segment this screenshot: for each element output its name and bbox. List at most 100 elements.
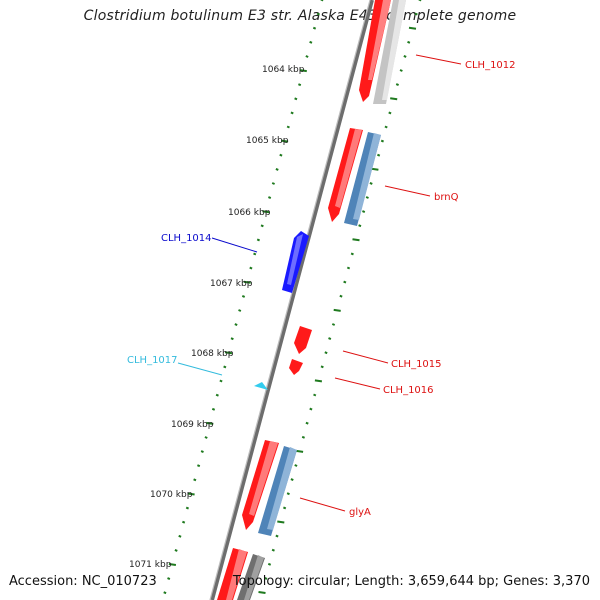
gene-label-brnq[interactable]: brnQ — [434, 192, 459, 203]
minor-tick — [230, 337, 234, 341]
gene-labels: CLH_1012 brnQ CLH_1014 CLH_1015 CLH_1017… — [127, 60, 516, 518]
gene-label-clh-1017[interactable]: CLH_1017 — [127, 355, 178, 366]
major-tick — [352, 238, 360, 242]
major-tick — [224, 351, 233, 355]
minor-tick — [320, 0, 324, 2]
minor-tick — [313, 393, 317, 397]
minor-tick — [316, 12, 320, 16]
minor-tick — [320, 365, 324, 369]
kbp-label: 1065 kbp — [246, 136, 289, 146]
minor-tick — [275, 534, 279, 538]
gene-label-clh-1014[interactable]: CLH_1014 — [161, 233, 212, 244]
minor-tick — [309, 407, 313, 411]
minor-tick — [290, 478, 294, 482]
gene-label-clh-1012[interactable]: CLH_1012 — [465, 60, 516, 71]
minor-tick — [301, 435, 305, 439]
major-tick — [277, 520, 285, 524]
gene-pseudo-bar-highlight — [382, 0, 406, 100]
minor-tick — [362, 210, 366, 214]
minor-tick — [309, 40, 313, 44]
minor-tick — [178, 534, 182, 538]
minor-tick — [418, 0, 422, 2]
minor-tick — [264, 576, 268, 580]
major-tick — [314, 379, 323, 383]
minor-tick — [399, 69, 403, 72]
rna-feature[interactable] — [254, 382, 268, 390]
cds-overlay-bar-highlight — [353, 133, 381, 220]
minor-tick — [380, 139, 384, 143]
gene-label-glya[interactable]: glyA — [349, 507, 371, 518]
minor-tick — [305, 55, 309, 58]
major-tick — [299, 69, 307, 73]
minor-tick — [312, 26, 317, 30]
minor-tick — [290, 111, 294, 115]
minor-tick — [241, 294, 246, 298]
minor-tick — [339, 294, 343, 298]
gene-forward-arrow-highlight — [368, 0, 391, 80]
minor-tick — [403, 54, 407, 58]
minor-tick — [294, 464, 298, 467]
minor-tick — [249, 266, 253, 270]
major-tick — [168, 563, 177, 566]
genome-summary-text: Topology: circular; Length: 3,659,644 bp… — [232, 574, 590, 589]
minor-tick — [283, 506, 287, 510]
callout-lines — [177, 54, 462, 512]
minor-tick — [343, 280, 347, 284]
minor-tick — [163, 591, 167, 595]
major-tick — [280, 139, 289, 143]
minor-tick — [223, 365, 227, 369]
gene-label-clh-1016[interactable]: CLH_1016 — [383, 385, 434, 396]
major-tick — [390, 97, 398, 101]
outer-tick-ring — [258, 0, 422, 594]
major-tick — [258, 591, 266, 594]
minor-tick — [219, 379, 223, 383]
minor-tick — [204, 436, 208, 439]
minor-tick — [182, 520, 186, 524]
minor-tick — [414, 12, 418, 16]
minor-tick — [279, 153, 283, 157]
kbp-labels: 1064 kbp 1065 kbp 1066 kbp 1067 kbp 1068… — [129, 65, 305, 570]
minor-tick — [286, 125, 290, 129]
major-tick — [187, 492, 195, 496]
map-title: Clostridium botulinum E3 str. Alaska E43… — [83, 8, 517, 24]
minor-tick — [328, 337, 332, 341]
minor-tick — [350, 252, 354, 256]
gene-forward-arrow[interactable] — [289, 359, 303, 375]
major-tick — [262, 210, 270, 214]
gene-dark-bar-highlight — [244, 555, 264, 600]
kbp-label: 1064 kbp — [262, 65, 305, 75]
minor-tick — [211, 407, 216, 411]
minor-tick — [238, 309, 242, 312]
minor-tick — [358, 224, 362, 228]
minor-tick — [395, 83, 399, 87]
minor-tick — [324, 351, 328, 355]
minor-tick — [260, 224, 264, 228]
minor-tick — [200, 450, 204, 454]
minor-tick — [193, 478, 197, 482]
kbp-label: 1066 kbp — [228, 208, 271, 218]
minor-tick — [167, 577, 171, 581]
minor-tick — [271, 548, 275, 552]
gene-forward-arrow-highlight — [335, 129, 362, 208]
minor-tick — [234, 323, 238, 327]
minor-tick — [388, 111, 392, 115]
kbp-label: 1067 kbp — [210, 279, 253, 289]
minor-tick — [267, 562, 272, 566]
minor-tick — [331, 323, 336, 326]
minor-tick — [365, 196, 369, 199]
kbp-label: 1068 kbp — [191, 349, 234, 359]
minor-tick — [174, 548, 178, 552]
gene-reverse-arrow-highlight — [287, 234, 303, 285]
major-tick — [333, 308, 341, 312]
minor-tick — [215, 393, 219, 397]
accession-text: Accession: NC_010723 — [9, 574, 157, 589]
gene-label-clh-1015[interactable]: CLH_1015 — [391, 359, 442, 370]
minor-tick — [275, 167, 279, 171]
minor-tick — [294, 97, 298, 101]
gene-forward-arrow[interactable] — [294, 326, 312, 354]
minor-tick — [298, 83, 302, 87]
inner-tick-ring — [163, 0, 324, 595]
gene-features — [217, 0, 406, 600]
minor-tick — [253, 252, 257, 256]
